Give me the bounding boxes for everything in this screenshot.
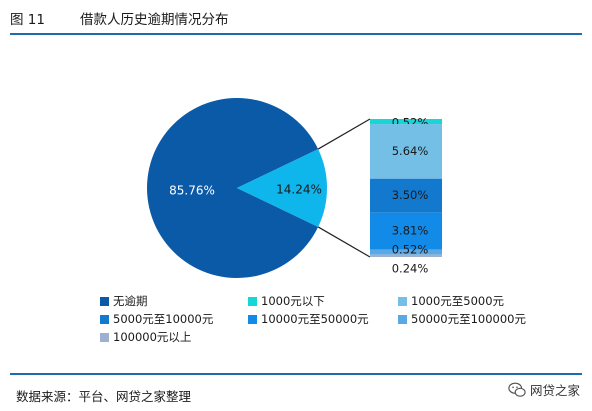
source-note: 数据来源：平台、网贷之家整理 [16, 389, 192, 404]
legend-swatch [398, 296, 407, 306]
connector-line-bottom [317, 226, 371, 258]
figure-title: 借款人历史逾期情况分布 [80, 12, 229, 28]
breakdown-segment [370, 212, 442, 250]
legend-swatch [248, 296, 257, 306]
pie-label-overdue: 14.24% [276, 183, 322, 197]
legend-item: 100000元以上 [100, 329, 191, 345]
legend-label: 50000元至100000元 [411, 312, 526, 326]
legend-item: 50000元至100000元 [398, 311, 526, 327]
legend-item: 1000元至5000元 [398, 293, 504, 309]
legend-label: 无逾期 [113, 294, 148, 308]
legend-swatch [100, 332, 109, 342]
breakdown-segment [370, 254, 442, 257]
legend-item: 无逾期 [100, 293, 148, 309]
breakdown-label: 3.50% [392, 188, 429, 202]
breakdown-label: 0.24% [392, 262, 429, 276]
legend-label: 100000元以上 [113, 330, 192, 344]
figure-number: 图 11 [10, 12, 45, 28]
legend-swatch [100, 296, 109, 306]
breakdown-label: 0.52% [392, 243, 429, 257]
watermark: 网贷之家 [508, 380, 580, 399]
legend-swatch [398, 314, 407, 324]
breakdown-segment [370, 178, 442, 213]
footer-rule [10, 373, 582, 375]
watermark-text: 网贷之家 [529, 383, 580, 398]
legend-item: 10000元至50000元 [248, 311, 369, 327]
legend-item: 5000元至10000元 [100, 311, 213, 327]
pie-slice-overdue [237, 149, 328, 227]
pie-slice-no-overdue [147, 98, 319, 279]
pie-label-no-overdue: 85.76% [169, 184, 215, 198]
figure-header: 图 11 借款人历史逾期情况分布 [10, 4, 229, 32]
legend-label: 1000元至5000元 [411, 294, 505, 308]
breakdown-segment [370, 119, 442, 125]
legend-label: 5000元至10000元 [113, 312, 214, 326]
wechat-icon [508, 382, 526, 397]
legend-label: 1000元以下 [261, 294, 325, 308]
breakdown-segment [370, 249, 442, 255]
legend-label: 10000元至50000元 [261, 312, 369, 326]
header-rule [10, 33, 582, 35]
breakdown-label: 5.64% [392, 144, 429, 158]
legend-item: 1000元以下 [248, 293, 325, 309]
connector-line-top [317, 118, 371, 150]
legend-swatch [100, 314, 109, 324]
breakdown-label: 3.81% [392, 224, 429, 238]
legend-swatch [248, 314, 257, 324]
breakdown-segment [370, 124, 442, 179]
